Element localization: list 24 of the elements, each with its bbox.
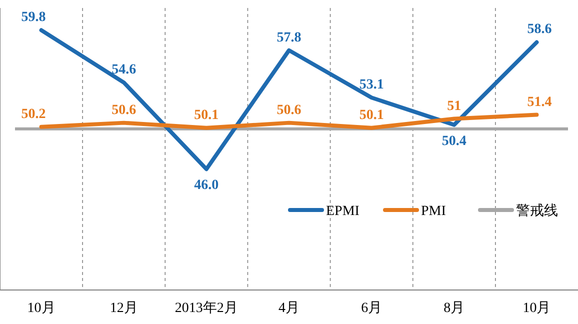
x-tick-label: 6月 <box>361 301 382 316</box>
legend-label: EPMI <box>326 204 360 219</box>
data-label: 58.6 <box>527 22 552 38</box>
x-tick-label: 8月 <box>444 301 465 316</box>
data-label: 57.8 <box>276 30 302 46</box>
data-label: 50.1 <box>194 108 219 123</box>
x-tick-label: 10月 <box>522 301 551 316</box>
data-label: 50.4 <box>442 134 466 149</box>
data-label: 50.1 <box>359 108 384 123</box>
data-label: 50.2 <box>21 106 46 122</box>
legend-label: PMI <box>421 204 446 219</box>
x-tick-label: 4月 <box>278 301 300 316</box>
legend-label: 警戒线 <box>516 203 558 219</box>
data-label: 50.6 <box>112 102 136 118</box>
data-label: 50.6 <box>276 102 302 118</box>
data-label: 51.4 <box>527 94 552 110</box>
x-tick-label: 12月 <box>110 301 138 316</box>
data-label: 53.1 <box>359 78 384 93</box>
x-tick-label: 2013年2月 <box>174 300 238 316</box>
x-tick-label: 10月 <box>27 301 56 316</box>
data-label: 54.6 <box>112 62 136 78</box>
data-label: 46.0 <box>194 178 219 194</box>
data-label: 51 <box>447 98 462 114</box>
data-label: 59.8 <box>21 10 46 26</box>
